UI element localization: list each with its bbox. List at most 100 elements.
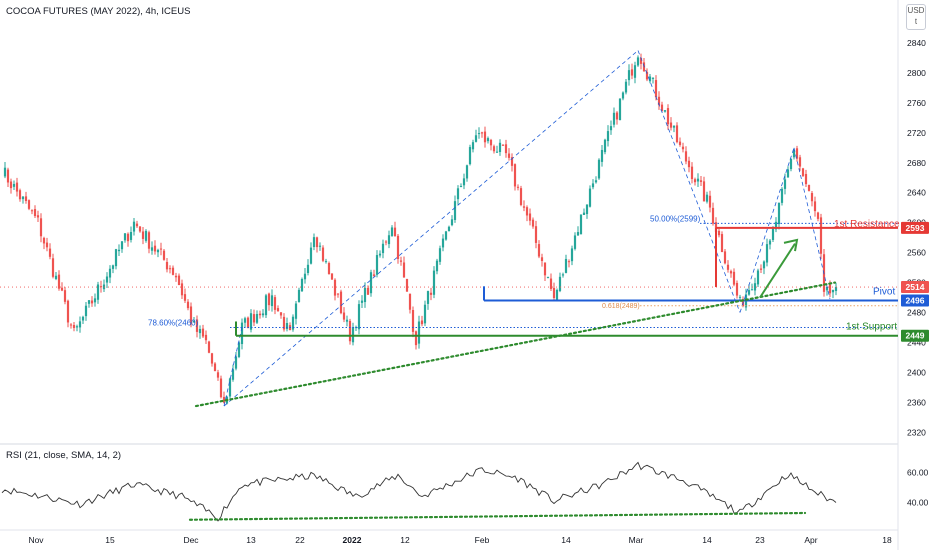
candle-body	[486, 138, 490, 142]
candle-body	[324, 261, 328, 263]
candle-body	[363, 287, 367, 303]
candle-body	[690, 166, 694, 179]
candle-body	[135, 223, 139, 227]
candle-body	[696, 178, 700, 182]
candle-body	[336, 293, 340, 295]
resistance-label: 1st Resistance	[834, 219, 900, 230]
candle-body	[45, 242, 49, 248]
candle-body	[573, 235, 577, 249]
candle-body	[504, 144, 508, 154]
candle-body	[210, 353, 214, 364]
candle-body	[408, 293, 412, 310]
x-tick-label: 18	[882, 535, 892, 545]
candle-body	[759, 268, 763, 270]
candle-body	[63, 290, 67, 302]
candle-body	[789, 158, 793, 170]
candle-body	[189, 306, 193, 324]
candle-body	[510, 157, 514, 166]
price-tag-pivot	[901, 294, 929, 307]
candle-body	[609, 126, 613, 131]
candle-body	[321, 247, 325, 261]
candle-body	[159, 248, 163, 250]
candle-body	[93, 298, 97, 303]
candle-body	[432, 270, 436, 295]
candle-body	[579, 214, 583, 235]
fib-retracement-line	[739, 147, 795, 313]
y-tick-label: 2560	[907, 248, 926, 258]
candle-body	[195, 319, 199, 332]
candle-body	[597, 159, 601, 179]
candle-body	[162, 250, 166, 260]
candle-body	[702, 181, 706, 202]
candle-body	[786, 169, 790, 178]
candle-body	[111, 265, 115, 269]
candle-body	[183, 294, 187, 301]
chart-title: COCOA FUTURES (MAY 2022), 4h, ICEUS	[6, 6, 191, 17]
candle-body	[147, 232, 151, 249]
rsi-tick-label: 40.00	[907, 498, 929, 508]
candle-body	[267, 293, 271, 306]
candle-body	[270, 295, 274, 307]
candle-body	[531, 219, 535, 227]
candle-body	[69, 324, 73, 326]
candle-body	[66, 300, 70, 323]
candle-body	[750, 289, 754, 291]
candle-body	[450, 219, 454, 226]
candle-body	[240, 322, 244, 345]
candle-body	[612, 112, 616, 125]
candle-body	[711, 207, 715, 224]
candle-body	[168, 268, 172, 270]
candle-body	[126, 233, 130, 242]
candle-body	[90, 300, 94, 304]
candle-body	[576, 232, 580, 236]
rsi-tick-label: 60.00	[907, 468, 929, 478]
candle-body	[333, 279, 337, 296]
candle-body	[405, 279, 409, 292]
price-tag-last	[901, 281, 929, 294]
candle-body	[462, 178, 466, 186]
candle-body	[192, 320, 196, 323]
candle-body	[75, 326, 79, 328]
candle-body	[720, 234, 724, 253]
candle-body	[708, 195, 712, 208]
currency-badge[interactable]: USD t	[906, 4, 926, 30]
y-tick-label: 2840	[907, 38, 926, 48]
x-tick-label: Dec	[183, 535, 199, 545]
ascending-trendline	[194, 281, 837, 408]
candle-body	[483, 131, 487, 143]
candle-body	[639, 57, 643, 64]
candle-body	[114, 249, 118, 267]
candle-body	[39, 218, 43, 237]
candle-body	[327, 263, 331, 274]
candle-body	[84, 305, 88, 317]
candle-body	[318, 245, 322, 247]
candle-body	[474, 135, 478, 142]
candle-body	[33, 209, 37, 217]
candle-body	[348, 320, 352, 342]
candle-body	[54, 275, 58, 279]
candle-body	[165, 261, 169, 270]
candle-body	[144, 230, 148, 241]
candle-body	[540, 257, 544, 261]
candle-body	[414, 331, 418, 346]
candle-body	[825, 286, 829, 291]
candle-body	[648, 76, 652, 82]
candle-body	[72, 325, 76, 328]
candle-body	[675, 125, 679, 143]
candle-body	[315, 237, 319, 248]
x-tick-label: Feb	[475, 535, 490, 545]
candle-body	[465, 165, 469, 179]
candle-body	[645, 71, 649, 80]
candle-body	[570, 248, 574, 262]
candle-body	[567, 261, 571, 263]
candle-body	[471, 142, 475, 150]
candle-body	[534, 226, 538, 243]
candle-body	[519, 188, 523, 205]
candle-body	[798, 157, 802, 167]
candle-body	[384, 241, 388, 243]
price-tag-support	[901, 329, 929, 342]
candle-body	[615, 112, 619, 120]
candle-body	[57, 274, 61, 289]
candle-body	[276, 308, 280, 312]
